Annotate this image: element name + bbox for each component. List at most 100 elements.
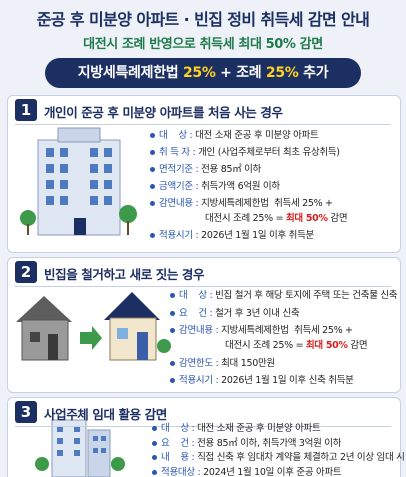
title: 준공 후 미분양 아파트 · 빈집 정비 취득세 감면 안내: [36, 10, 370, 29]
colon: :: [212, 357, 222, 369]
item-text: 감면: [347, 340, 368, 351]
item-row: 내 용 : 직접 신축 후 임대차 계약을 체결하고 2년 이상 임대 시 감면: [152, 449, 406, 463]
item-label: 감면한도: [179, 357, 213, 369]
bullet: [150, 184, 155, 189]
item-row: 대 상 : 빈집 철거 후 해당 토지에 주택 또는 건축물 신축: [170, 287, 398, 301]
item-row: 요 건 : 철거 후 3년 이내 신축: [170, 305, 300, 319]
banner-suffix: 추가: [303, 65, 329, 81]
item-row: 면적기준 : 전용 85㎡ 이하: [150, 161, 261, 175]
colon: :: [206, 290, 216, 301]
colon: :: [192, 181, 202, 192]
section-number: 3: [15, 401, 37, 423]
banner-plus: +: [220, 65, 232, 81]
section-title: 사업주체 임대 활용 감면: [44, 407, 167, 422]
section-number: 2: [15, 261, 37, 283]
item-text: 전용 85㎡ 이하, 취득가액 3억원 이하: [197, 437, 342, 449]
banner-ordinance: 조례: [236, 65, 262, 81]
colon: :: [192, 230, 202, 241]
bullet: [170, 293, 175, 298]
item-row: 대전시 조례 25% = 최대 50% 감면: [170, 337, 368, 351]
house-icons: [16, 292, 171, 361]
bullet: [150, 233, 155, 238]
item-text: 개인 (사업주체로부터 최초 유상취득): [198, 147, 340, 158]
section-rule: [15, 124, 391, 125]
item-text: 최대 150만원: [221, 357, 275, 369]
colon: :: [212, 375, 222, 386]
item-row: 적용시기 : 2026년 1월 1일 이후 취득분: [150, 227, 314, 241]
apartment-icon: [20, 127, 137, 236]
item-label: 감면내용: [179, 325, 213, 336]
item-row: 대전시 조례 25% = 최대 50% 감면: [150, 210, 348, 224]
bullet: [170, 310, 175, 316]
bullet: [150, 133, 155, 138]
item-row: 대 상 : 대전 소재 준공 후 미분양 아파트: [152, 420, 321, 434]
bullet: [150, 150, 155, 155]
section-rule: [15, 286, 391, 287]
bullet: [170, 328, 175, 333]
colon: :: [192, 198, 202, 209]
colon: :: [186, 130, 196, 141]
item-label: 금액기준: [159, 181, 193, 192]
banner: 지방세특례제한법 25% + 조례 25% 추가: [45, 58, 361, 88]
item-text: 지방세특례제한법 취득세 25% +: [201, 198, 333, 209]
bullet: [150, 167, 155, 172]
colon: :: [194, 466, 204, 477]
section-box: [7, 257, 401, 393]
item-label: 취 득 자: [159, 147, 190, 158]
bullet: [150, 201, 155, 206]
item-text: 취득가액 6억원 이하: [201, 181, 280, 192]
item-text: 대전 소재 준공 후 미분양 아파트: [195, 130, 319, 141]
item-row: 적용시기 : 2026년 1월 1일 이후 신축 취득분: [170, 372, 354, 386]
item-label: 적용대상: [161, 466, 195, 477]
item-text: 대전 소재 준공 후 미분양 아파트: [197, 423, 321, 434]
item-row: 감면한도 : 최대 150만원: [170, 355, 275, 369]
colon: :: [189, 147, 199, 158]
item-label: 감면내용: [159, 198, 193, 209]
item-label: 대 상: [161, 423, 189, 434]
item-label: 요 건: [161, 437, 189, 449]
item-row: 적용대상 : 2024년 1월 10일 이후 준공 아파트: [152, 464, 342, 477]
bullet: [152, 440, 157, 446]
item-text: 대전시 조례 25% =: [225, 340, 306, 351]
item-text: 지방세특례제한법 취득세 25% +: [221, 325, 353, 336]
section-rule: [15, 426, 391, 427]
item-label: 대 상: [159, 130, 187, 141]
item-text: 빈집 철거 후 해당 토지에 주택 또는 건축물 신축: [215, 290, 398, 301]
bullet: [152, 426, 157, 431]
item-emphasis: 최대 50%: [285, 213, 328, 224]
item-row: 감면내용 : 지방세특례제한법 취득세 25% +: [150, 195, 333, 209]
banner-law: 지방세특례제한법: [77, 65, 179, 81]
item-row: 금액기준 : 취득가액 6억원 이하: [150, 178, 280, 192]
item-label: 요 건: [179, 307, 207, 319]
colon: :: [206, 307, 216, 319]
colon: :: [188, 437, 198, 449]
item-row: 감면내용 : 지방세특례제한법 취득세 25% +: [170, 322, 353, 336]
section-number: 1: [15, 99, 37, 121]
colon: :: [192, 164, 202, 175]
apartment-icon: [35, 419, 125, 477]
banner-rate: 25%: [182, 65, 216, 81]
item-row: 요 건 : 전용 85㎡ 이하, 취득가액 3억원 이하: [152, 435, 341, 449]
bullet: [170, 360, 175, 366]
colon: :: [188, 423, 198, 434]
item-label: 면적기준: [159, 164, 193, 175]
item-text: 2024년 1월 10일 이후 준공 아파트: [203, 466, 342, 477]
item-row: 취 득 자 : 개인 (사업주체로부터 최초 유상취득): [150, 144, 340, 158]
section-title: 개인이 준공 후 미분양 아파트를 처음 사는 경우: [44, 105, 283, 120]
item-text: 철거 후 3년 이내 신축: [215, 307, 300, 319]
bullet: [152, 455, 157, 460]
colon: :: [212, 325, 222, 336]
item-label: 내 용: [161, 452, 189, 463]
item-label: 대 상: [179, 290, 207, 301]
item-label: 적용시기: [159, 230, 193, 241]
colon: :: [188, 452, 198, 463]
item-text: 직접 신축 후 임대차 계약을 체결하고 2년 이상 임대 시 감면: [197, 452, 406, 463]
item-text: 대전시 조례 25% =: [205, 213, 286, 224]
banner-rate: 25%: [265, 65, 299, 81]
item-emphasis: 최대 50%: [305, 340, 348, 351]
item-row: 대 상 : 대전 소재 준공 후 미분양 아파트: [150, 127, 319, 141]
item-text: 2026년 1월 1일 이후 취득분: [201, 230, 314, 241]
bullet: [152, 469, 157, 475]
